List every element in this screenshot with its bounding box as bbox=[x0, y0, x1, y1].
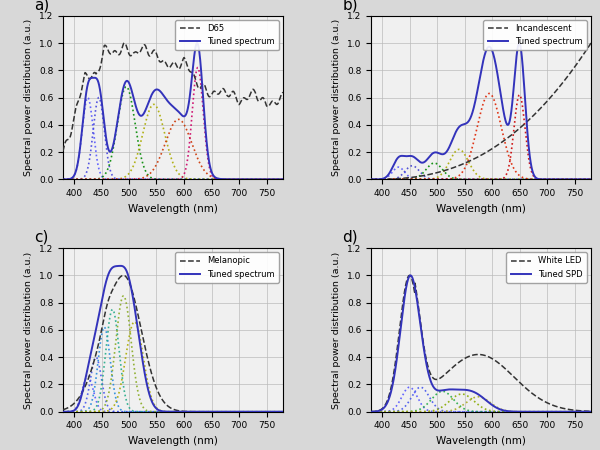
Tuned spectrum bbox=[543, 177, 550, 182]
X-axis label: Wavelength (nm): Wavelength (nm) bbox=[436, 436, 526, 446]
Tuned spectrum bbox=[235, 409, 242, 414]
Tuned spectrum bbox=[515, 40, 523, 46]
Line: Tuned spectrum: Tuned spectrum bbox=[371, 43, 591, 180]
D65 bbox=[231, 91, 238, 96]
Incandescent bbox=[518, 123, 526, 129]
Melanopic bbox=[280, 409, 287, 414]
Legend: Melanopic, Tuned spectrum: Melanopic, Tuned spectrum bbox=[175, 252, 279, 283]
Tuned spectrum bbox=[235, 177, 242, 182]
White LED bbox=[464, 354, 472, 360]
Line: Incandescent: Incandescent bbox=[371, 43, 591, 180]
Incandescent bbox=[457, 162, 464, 168]
White LED bbox=[367, 409, 374, 414]
Line: D65: D65 bbox=[63, 43, 283, 151]
D65 bbox=[82, 70, 89, 76]
D65 bbox=[211, 89, 218, 94]
Tuned spectrum bbox=[280, 177, 287, 182]
Legend: Incandescent, Tuned spectrum: Incandescent, Tuned spectrum bbox=[484, 20, 587, 50]
Melanopic bbox=[120, 273, 127, 278]
Tuned spectrum bbox=[211, 409, 218, 414]
Tuned SPD bbox=[407, 273, 414, 278]
White LED bbox=[587, 409, 595, 414]
Incandescent bbox=[539, 104, 546, 109]
Tuned SPD bbox=[539, 409, 547, 414]
Tuned SPD bbox=[543, 409, 550, 414]
Melanopic bbox=[211, 409, 218, 414]
Tuned spectrum bbox=[194, 40, 201, 46]
Line: Tuned SPD: Tuned SPD bbox=[371, 275, 591, 412]
X-axis label: Wavelength (nm): Wavelength (nm) bbox=[128, 436, 218, 446]
Tuned spectrum bbox=[59, 177, 67, 182]
White LED bbox=[543, 400, 550, 405]
Line: Tuned spectrum: Tuned spectrum bbox=[63, 43, 283, 180]
Tuned spectrum bbox=[59, 409, 67, 414]
Legend: D65, Tuned spectrum: D65, Tuned spectrum bbox=[175, 20, 279, 50]
Y-axis label: Spectral power distribution (a.u.): Spectral power distribution (a.u.) bbox=[332, 19, 341, 176]
Line: Melanopic: Melanopic bbox=[63, 275, 283, 412]
D65 bbox=[235, 102, 242, 107]
White LED bbox=[390, 372, 397, 378]
Tuned spectrum bbox=[280, 409, 287, 414]
Incandescent bbox=[543, 99, 550, 104]
Tuned spectrum bbox=[82, 376, 89, 381]
D65 bbox=[157, 59, 164, 65]
Tuned spectrum bbox=[82, 95, 89, 101]
Line: Tuned spectrum: Tuned spectrum bbox=[63, 266, 283, 412]
X-axis label: Wavelength (nm): Wavelength (nm) bbox=[128, 204, 218, 214]
White LED bbox=[518, 382, 526, 387]
D65 bbox=[59, 148, 67, 154]
Y-axis label: Spectral power distribution (a.u.): Spectral power distribution (a.u.) bbox=[25, 251, 34, 409]
Tuned SPD bbox=[587, 409, 595, 414]
Text: d): d) bbox=[343, 230, 358, 245]
Tuned SPD bbox=[457, 387, 464, 392]
White LED bbox=[457, 359, 464, 364]
Tuned spectrum bbox=[148, 91, 155, 97]
Tuned spectrum bbox=[390, 162, 397, 168]
Tuned spectrum bbox=[587, 177, 595, 182]
Tuned SPD bbox=[367, 409, 374, 414]
Legend: White LED, Tuned SPD: White LED, Tuned SPD bbox=[506, 252, 587, 283]
D65 bbox=[149, 50, 156, 55]
Tuned spectrum bbox=[457, 123, 464, 129]
Y-axis label: Spectral power distribution (a.u.): Spectral power distribution (a.u.) bbox=[332, 251, 341, 409]
Melanopic bbox=[157, 393, 164, 399]
Text: b): b) bbox=[343, 0, 358, 13]
Tuned spectrum bbox=[518, 59, 526, 64]
Incandescent bbox=[464, 159, 472, 165]
Melanopic bbox=[149, 373, 156, 378]
Melanopic bbox=[59, 407, 67, 412]
Tuned spectrum bbox=[367, 177, 374, 182]
Tuned spectrum bbox=[157, 408, 164, 414]
Melanopic bbox=[82, 383, 89, 388]
Tuned spectrum bbox=[211, 174, 218, 179]
Tuned spectrum bbox=[464, 119, 472, 125]
Tuned spectrum bbox=[539, 177, 547, 182]
Incandescent bbox=[367, 177, 374, 182]
Melanopic bbox=[235, 409, 242, 414]
Melanopic bbox=[231, 409, 238, 414]
Text: a): a) bbox=[34, 0, 50, 13]
X-axis label: Wavelength (nm): Wavelength (nm) bbox=[436, 204, 526, 214]
Incandescent bbox=[390, 176, 397, 182]
D65 bbox=[121, 40, 128, 46]
Tuned spectrum bbox=[231, 409, 238, 414]
Y-axis label: Spectral power distribution (a.u.): Spectral power distribution (a.u.) bbox=[25, 19, 34, 176]
White LED bbox=[539, 398, 547, 403]
Tuned spectrum bbox=[156, 88, 163, 94]
Incandescent bbox=[587, 40, 595, 46]
Line: White LED: White LED bbox=[371, 275, 591, 412]
Tuned SPD bbox=[464, 387, 472, 393]
White LED bbox=[406, 273, 413, 278]
Tuned SPD bbox=[390, 378, 397, 383]
Text: c): c) bbox=[34, 230, 49, 245]
D65 bbox=[280, 90, 287, 95]
Tuned spectrum bbox=[149, 400, 156, 405]
Tuned spectrum bbox=[117, 263, 124, 269]
Tuned spectrum bbox=[231, 177, 238, 182]
Tuned SPD bbox=[518, 409, 526, 414]
